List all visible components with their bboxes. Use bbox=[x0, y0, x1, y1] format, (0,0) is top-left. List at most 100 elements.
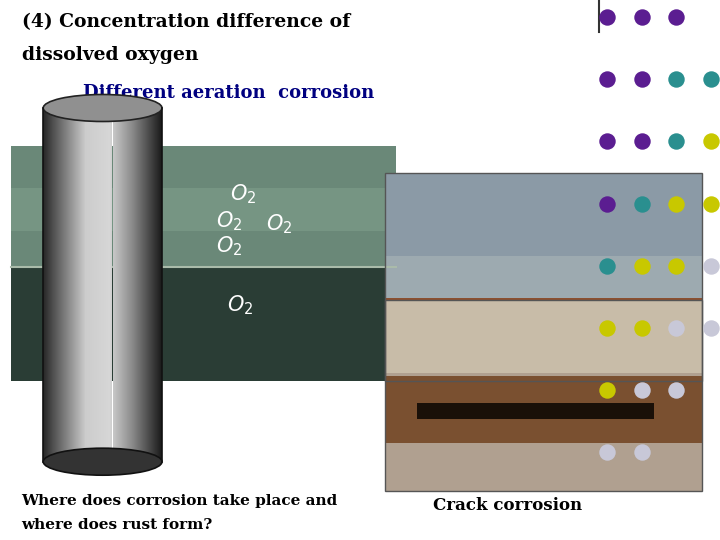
Bar bbox=[120, 108, 122, 462]
Bar bbox=[77, 108, 78, 462]
Point bbox=[601, 13, 613, 22]
Point bbox=[670, 261, 682, 270]
Point bbox=[636, 448, 647, 456]
Bar bbox=[385, 376, 702, 443]
Point bbox=[636, 386, 647, 394]
Bar bbox=[118, 108, 120, 462]
Bar bbox=[93, 108, 94, 462]
Bar bbox=[114, 108, 115, 462]
Point bbox=[601, 323, 613, 332]
Bar bbox=[111, 108, 112, 462]
Bar bbox=[79, 108, 80, 462]
Bar bbox=[76, 108, 77, 462]
Bar bbox=[104, 108, 106, 462]
Point bbox=[670, 137, 682, 146]
Point bbox=[636, 137, 647, 146]
Bar bbox=[112, 108, 114, 462]
Bar bbox=[161, 108, 162, 462]
Bar bbox=[148, 108, 149, 462]
Bar bbox=[149, 108, 150, 462]
Bar bbox=[385, 173, 702, 302]
Bar bbox=[51, 108, 52, 462]
Bar bbox=[153, 108, 154, 462]
Bar bbox=[135, 108, 136, 462]
Bar bbox=[125, 108, 127, 462]
Bar bbox=[123, 108, 125, 462]
Bar bbox=[130, 108, 131, 462]
Bar bbox=[86, 108, 87, 462]
Text: where does rust form?: where does rust form? bbox=[22, 518, 213, 532]
Point bbox=[705, 75, 716, 84]
Bar bbox=[115, 108, 117, 462]
Bar bbox=[385, 300, 702, 373]
Bar bbox=[45, 108, 46, 462]
Bar bbox=[90, 108, 91, 462]
Bar bbox=[127, 108, 128, 462]
Point bbox=[636, 75, 647, 84]
Bar bbox=[61, 108, 62, 462]
Bar bbox=[91, 108, 93, 462]
Point bbox=[601, 261, 613, 270]
Bar bbox=[385, 173, 702, 256]
Bar bbox=[131, 108, 132, 462]
Bar bbox=[69, 108, 70, 462]
Text: Where does corrosion take place and: Where does corrosion take place and bbox=[22, 494, 338, 508]
Bar bbox=[132, 108, 133, 462]
Bar bbox=[46, 108, 48, 462]
Text: Different aeration  corrosion: Different aeration corrosion bbox=[83, 84, 374, 102]
Bar bbox=[160, 108, 161, 462]
Bar bbox=[88, 108, 89, 462]
Bar bbox=[133, 108, 134, 462]
Bar bbox=[156, 108, 157, 462]
Bar bbox=[81, 108, 82, 462]
Bar bbox=[66, 108, 67, 462]
Bar bbox=[154, 108, 155, 462]
Point bbox=[705, 261, 716, 270]
Point bbox=[670, 386, 682, 394]
Bar bbox=[89, 108, 90, 462]
Point bbox=[601, 137, 613, 146]
Point bbox=[636, 261, 647, 270]
Bar bbox=[64, 108, 65, 462]
Bar bbox=[62, 108, 63, 462]
Bar bbox=[147, 108, 148, 462]
Bar bbox=[106, 108, 107, 462]
Bar bbox=[159, 108, 160, 462]
Bar bbox=[385, 173, 702, 381]
Bar bbox=[144, 108, 145, 462]
Bar bbox=[57, 108, 58, 462]
Bar bbox=[49, 108, 50, 462]
Bar bbox=[155, 108, 156, 462]
Bar bbox=[385, 300, 702, 491]
Bar bbox=[101, 108, 102, 462]
Bar bbox=[63, 108, 64, 462]
Bar bbox=[146, 108, 147, 462]
Bar bbox=[48, 108, 49, 462]
Bar bbox=[134, 108, 135, 462]
Bar bbox=[50, 108, 51, 462]
Bar bbox=[385, 310, 702, 319]
Bar bbox=[122, 108, 123, 462]
Point bbox=[705, 199, 716, 208]
Bar bbox=[141, 108, 142, 462]
Bar bbox=[117, 108, 119, 462]
Text: Waterline corrosion: Waterline corrosion bbox=[385, 386, 570, 403]
Text: $O_2$: $O_2$ bbox=[216, 234, 243, 258]
Text: $O_2$: $O_2$ bbox=[227, 293, 253, 317]
Point bbox=[636, 323, 647, 332]
Bar bbox=[67, 108, 68, 462]
Point bbox=[601, 199, 613, 208]
Bar bbox=[109, 108, 111, 462]
Bar bbox=[75, 108, 76, 462]
Point bbox=[601, 448, 613, 456]
Bar bbox=[143, 108, 144, 462]
Bar bbox=[99, 108, 101, 462]
Bar bbox=[54, 108, 55, 462]
Bar bbox=[73, 108, 74, 462]
Bar bbox=[11, 146, 396, 267]
Text: dissolved oxygen: dissolved oxygen bbox=[22, 46, 198, 64]
Bar bbox=[150, 108, 151, 462]
Bar bbox=[98, 108, 99, 462]
Bar bbox=[58, 108, 59, 462]
Bar bbox=[83, 108, 84, 462]
